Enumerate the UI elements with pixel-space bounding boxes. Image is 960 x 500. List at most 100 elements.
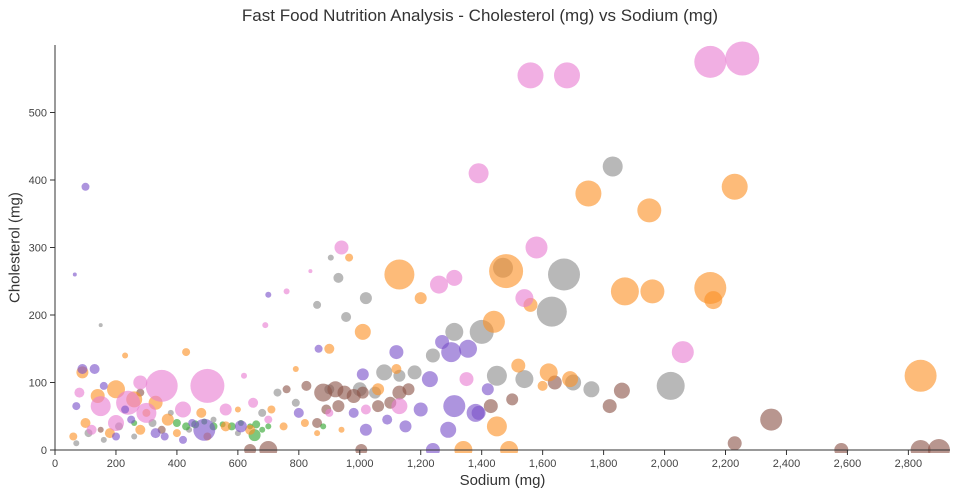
data-point-pink[interactable] [334,240,349,255]
data-point-brown[interactable] [282,385,291,394]
data-point-green[interactable] [265,423,272,430]
data-point-gray[interactable] [273,388,282,397]
data-point-pink[interactable] [468,163,489,184]
data-point-orange[interactable] [245,424,256,435]
data-point-orange[interactable] [196,407,207,418]
data-point-brown[interactable] [97,426,104,433]
data-point-orange[interactable] [414,292,427,305]
data-point-brown[interactable] [727,436,742,451]
data-point-purple[interactable] [413,402,428,417]
data-point-orange[interactable] [69,432,78,441]
data-point-pink[interactable] [515,289,534,308]
data-point-pink[interactable] [671,341,694,364]
data-point-pink[interactable] [133,375,148,390]
data-point-orange[interactable] [539,363,558,382]
data-point-purple[interactable] [359,423,372,436]
data-point-pink[interactable] [262,322,269,329]
data-point-purple[interactable] [348,407,359,418]
data-point-brown[interactable] [402,383,415,396]
data-point-brown[interactable] [312,418,323,428]
data-point-pink[interactable] [90,396,111,417]
data-point-pink[interactable] [554,62,580,89]
data-point-purple[interactable] [425,443,440,457]
data-point-orange[interactable] [172,429,181,438]
data-point-purple[interactable] [389,345,404,360]
data-point-orange[interactable] [610,277,639,306]
data-point-purple[interactable] [421,371,438,388]
data-point-gray[interactable] [486,365,507,386]
data-point-gray[interactable] [515,370,534,389]
data-point-gray[interactable] [100,436,107,443]
data-point-gray[interactable] [210,416,217,423]
data-point-orange[interactable] [135,424,146,435]
data-point-purple[interactable] [441,342,462,363]
data-point-brown[interactable] [301,380,312,391]
data-point-orange[interactable] [182,348,191,357]
data-point-orange[interactable] [640,279,665,304]
data-point-green[interactable] [320,423,327,430]
data-point-brown[interactable] [483,399,498,414]
data-point-orange[interactable] [486,416,507,437]
data-point-gray[interactable] [73,440,80,447]
data-point-gray[interactable] [425,348,440,363]
data-point-orange[interactable] [537,380,548,391]
data-point-orange[interactable] [300,419,309,427]
data-point-gray[interactable] [445,322,464,341]
data-point-pink[interactable] [74,387,85,398]
data-point-purple[interactable] [72,272,77,277]
data-point-brown[interactable] [602,399,617,414]
data-point-gray[interactable] [291,398,300,407]
data-point-gray[interactable] [548,258,580,291]
data-point-pink[interactable] [219,403,232,416]
data-point-purple[interactable] [265,291,272,298]
data-point-pink[interactable] [694,45,727,78]
data-point-orange[interactable] [489,254,524,289]
data-point-orange[interactable] [354,323,371,340]
data-point-purple[interactable] [77,364,88,374]
data-point-orange[interactable] [234,406,241,413]
data-point-orange[interactable] [637,198,662,223]
data-point-purple[interactable] [81,182,90,191]
data-point-purple[interactable] [121,405,130,414]
data-point-purple[interactable] [440,421,457,438]
data-point-orange[interactable] [511,358,526,373]
data-point-gray[interactable] [131,433,138,440]
data-point-brown[interactable] [760,408,783,431]
data-point-pink[interactable] [264,415,273,424]
data-point-pink[interactable] [241,372,247,379]
data-point-purple[interactable] [179,435,187,444]
data-point-pink[interactable] [145,369,178,402]
data-point-orange[interactable] [562,371,579,388]
data-point-gray[interactable] [602,156,623,177]
data-point-pink[interactable] [108,415,124,431]
data-point-pink[interactable] [725,41,760,76]
data-point-brown[interactable] [506,393,519,406]
data-point-pink[interactable] [136,402,157,423]
data-point-purple[interactable] [193,418,216,441]
data-point-brown[interactable] [834,443,849,457]
data-point-purple[interactable] [443,395,466,418]
data-point-orange[interactable] [721,173,748,200]
data-point-pink[interactable] [325,408,334,417]
data-point-orange[interactable] [345,253,354,262]
data-point-gray[interactable] [583,381,600,398]
data-point-purple[interactable] [234,420,247,433]
data-point-gray[interactable] [341,312,352,322]
data-point-pink[interactable] [430,275,448,294]
data-point-brown[interactable] [355,444,368,456]
data-point-purple[interactable] [293,407,304,418]
data-point-purple[interactable] [471,405,486,420]
data-point-gray[interactable] [327,254,334,261]
data-point-purple[interactable] [99,381,108,390]
data-point-pink[interactable] [525,236,548,259]
data-point-orange[interactable] [122,352,129,359]
data-point-purple[interactable] [481,383,494,396]
data-point-orange[interactable] [391,364,402,374]
data-point-gray[interactable] [258,408,267,417]
data-point-brown[interactable] [244,444,257,456]
data-point-purple[interactable] [160,432,169,441]
data-point-gray[interactable] [313,300,322,309]
data-point-pink[interactable] [308,269,313,274]
data-point-pink[interactable] [190,368,225,403]
data-point-orange[interactable] [704,291,723,310]
